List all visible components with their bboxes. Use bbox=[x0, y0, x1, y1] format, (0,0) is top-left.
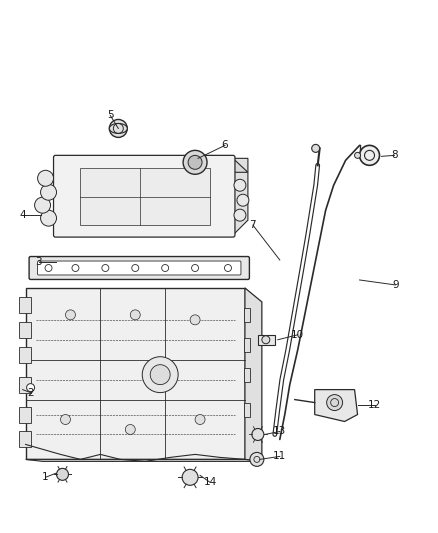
Circle shape bbox=[250, 453, 264, 466]
FancyBboxPatch shape bbox=[38, 261, 241, 275]
Circle shape bbox=[234, 209, 246, 221]
Circle shape bbox=[183, 150, 207, 174]
Circle shape bbox=[132, 264, 139, 271]
Polygon shape bbox=[19, 377, 31, 393]
Circle shape bbox=[110, 119, 127, 138]
Circle shape bbox=[190, 315, 200, 325]
Text: 9: 9 bbox=[392, 280, 399, 290]
Circle shape bbox=[60, 415, 71, 424]
Polygon shape bbox=[56, 158, 248, 172]
Text: 10: 10 bbox=[291, 330, 304, 340]
Ellipse shape bbox=[110, 124, 127, 133]
Text: 1: 1 bbox=[42, 472, 49, 482]
FancyBboxPatch shape bbox=[29, 256, 249, 279]
Circle shape bbox=[262, 336, 270, 344]
Polygon shape bbox=[19, 432, 31, 447]
Circle shape bbox=[150, 365, 170, 385]
Text: 4: 4 bbox=[19, 210, 26, 220]
Text: 13: 13 bbox=[273, 426, 286, 437]
Circle shape bbox=[237, 194, 249, 206]
Circle shape bbox=[234, 179, 246, 191]
Polygon shape bbox=[19, 322, 31, 338]
Text: 12: 12 bbox=[368, 400, 381, 409]
Polygon shape bbox=[233, 158, 248, 235]
Text: 8: 8 bbox=[391, 150, 398, 160]
Circle shape bbox=[41, 184, 57, 200]
Circle shape bbox=[162, 264, 169, 271]
Text: 2: 2 bbox=[27, 387, 34, 398]
Circle shape bbox=[327, 394, 343, 410]
Circle shape bbox=[252, 429, 264, 440]
Circle shape bbox=[225, 264, 231, 271]
Circle shape bbox=[130, 310, 140, 320]
Circle shape bbox=[102, 264, 109, 271]
Polygon shape bbox=[244, 368, 250, 382]
Polygon shape bbox=[244, 338, 250, 352]
Text: 6: 6 bbox=[222, 140, 228, 150]
Polygon shape bbox=[19, 297, 31, 313]
Text: 3: 3 bbox=[35, 257, 42, 267]
Circle shape bbox=[125, 424, 135, 434]
Circle shape bbox=[35, 197, 50, 213]
Circle shape bbox=[45, 264, 52, 271]
Circle shape bbox=[41, 210, 57, 226]
Circle shape bbox=[312, 144, 320, 152]
Polygon shape bbox=[244, 402, 250, 416]
Circle shape bbox=[27, 384, 35, 392]
Polygon shape bbox=[19, 407, 31, 423]
Text: 11: 11 bbox=[273, 451, 286, 462]
Text: 7: 7 bbox=[250, 220, 256, 230]
Polygon shape bbox=[81, 168, 210, 225]
Circle shape bbox=[355, 152, 360, 158]
Text: 14: 14 bbox=[203, 478, 217, 487]
Polygon shape bbox=[19, 347, 31, 362]
Circle shape bbox=[38, 171, 53, 186]
Circle shape bbox=[195, 415, 205, 424]
Polygon shape bbox=[244, 308, 250, 322]
Polygon shape bbox=[314, 390, 357, 422]
Polygon shape bbox=[25, 459, 262, 462]
Polygon shape bbox=[25, 288, 245, 459]
Polygon shape bbox=[258, 335, 275, 345]
Circle shape bbox=[72, 264, 79, 271]
Circle shape bbox=[360, 146, 379, 165]
Polygon shape bbox=[245, 288, 262, 462]
Circle shape bbox=[57, 469, 68, 480]
Text: 5: 5 bbox=[107, 110, 113, 120]
Circle shape bbox=[188, 155, 202, 169]
Circle shape bbox=[182, 470, 198, 486]
Circle shape bbox=[66, 310, 75, 320]
Circle shape bbox=[191, 264, 198, 271]
FancyBboxPatch shape bbox=[53, 155, 235, 237]
Circle shape bbox=[142, 357, 178, 393]
